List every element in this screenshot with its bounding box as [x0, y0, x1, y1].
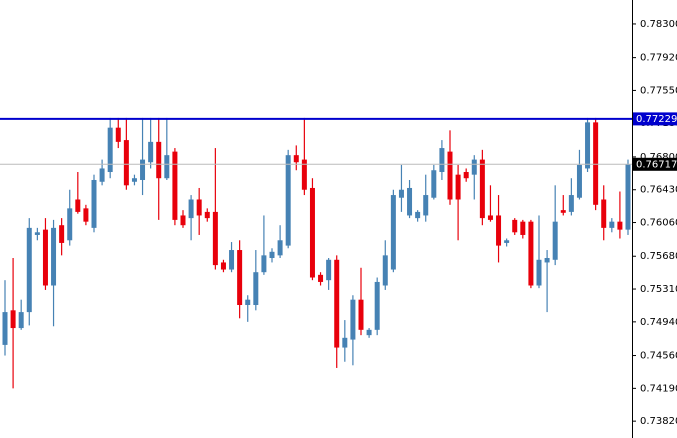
- candle-body: [245, 299, 251, 306]
- candle-body: [269, 251, 275, 259]
- candle-body: [156, 141, 162, 179]
- candle-body: [544, 258, 550, 263]
- candle-body: [398, 189, 404, 198]
- candle-body: [431, 170, 437, 198]
- candle-body: [34, 232, 40, 235]
- candle-body: [220, 262, 226, 270]
- candle-body: [390, 195, 396, 270]
- candle-body: [59, 225, 65, 243]
- candle-body: [188, 199, 194, 219]
- candle-body: [123, 140, 129, 186]
- candle-body: [350, 299, 356, 340]
- candle-body: [107, 127, 113, 173]
- candle-body: [293, 155, 299, 163]
- candle-body: [512, 219, 518, 233]
- candle-body: [382, 255, 388, 286]
- candle-body: [83, 208, 89, 222]
- candle-body: [326, 259, 332, 281]
- candle-body: [455, 174, 461, 200]
- candle-body: [285, 155, 291, 246]
- candle-body: [504, 240, 510, 243]
- candle-body: [51, 227, 57, 286]
- candle-body: [99, 168, 105, 182]
- candle-body: [131, 178, 137, 182]
- candle-body: [423, 195, 429, 216]
- candle-body: [334, 259, 340, 348]
- candle-body: [172, 151, 178, 220]
- candle-body: [528, 221, 534, 286]
- price-label: 0.76717: [636, 159, 677, 170]
- candle-body: [447, 151, 453, 200]
- candle-body: [212, 211, 218, 266]
- candle-body: [479, 159, 485, 219]
- candle-body: [560, 210, 566, 213]
- candle-body: [204, 211, 210, 219]
- candle-body: [75, 199, 81, 212]
- candle-body: [358, 299, 364, 330]
- candle-body: [496, 215, 502, 246]
- candle-body: [576, 164, 582, 198]
- price-label-box: [633, 112, 677, 126]
- candle-body: [601, 199, 607, 228]
- candle-body: [10, 310, 16, 329]
- candle-body: [463, 172, 469, 179]
- candle-body: [487, 215, 493, 220]
- candle-body: [180, 215, 186, 226]
- candle-body: [471, 159, 477, 175]
- candle-body: [552, 221, 558, 260]
- candle-body: [67, 208, 73, 241]
- candle-body: [439, 148, 445, 173]
- candle-body: [140, 159, 146, 180]
- candle-body: [617, 221, 623, 230]
- candle-body: [237, 250, 243, 306]
- candle-body: [520, 221, 526, 235]
- candle-body: [593, 122, 599, 205]
- candle-body: [253, 272, 259, 306]
- candle-body: [148, 141, 154, 163]
- candle-body: [164, 155, 170, 179]
- candle-body: [609, 221, 615, 228]
- candle-body: [277, 240, 283, 256]
- candle-body: [536, 259, 542, 286]
- candle-body: [301, 159, 307, 190]
- candle-body: [366, 329, 372, 336]
- candle-body: [309, 187, 315, 278]
- candle-body: [229, 250, 235, 270]
- candle-body: [26, 227, 32, 313]
- candle-body: [415, 211, 421, 219]
- candle-body: [625, 164, 631, 230]
- candle-body: [91, 179, 97, 228]
- candle-body: [42, 229, 48, 286]
- candle-body: [18, 312, 24, 329]
- candle-body: [196, 199, 202, 216]
- price-label: 0.77229: [636, 114, 677, 125]
- candle-body: [318, 274, 324, 282]
- candle-body: [342, 337, 348, 348]
- candle-body: [407, 187, 413, 216]
- candle-body: [115, 127, 121, 142]
- candle-body: [2, 312, 8, 345]
- candle-body: [568, 195, 574, 212]
- candle-body: [585, 122, 591, 169]
- candle-body: [374, 281, 380, 330]
- price-label-box: [633, 157, 677, 171]
- candle-body: [261, 255, 267, 273]
